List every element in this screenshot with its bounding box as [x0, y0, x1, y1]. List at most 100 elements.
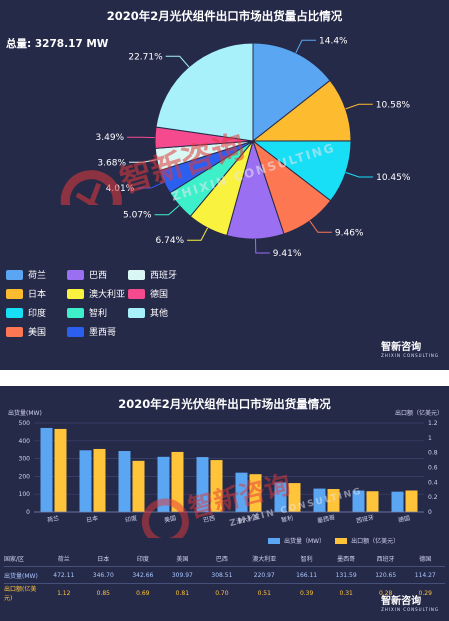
pie-chart-panel: 2020年2月光伏组件出口市场出货量占比情况 总量: 3278.17 MW 14…	[0, 0, 449, 370]
legend-label-ship: 出货量（MW）	[284, 538, 326, 545]
table-cell-shipment: 166.11	[286, 566, 327, 584]
table-cell-shipment: 342.66	[123, 566, 163, 584]
brand-sub-2: ZHIXIN CONSULTING	[381, 607, 439, 612]
legend-item-7[interactable]: 墨西哥	[67, 325, 116, 338]
legend-item-10[interactable]: 其他	[128, 306, 168, 319]
bar-shipment-1	[79, 450, 92, 512]
x-tick-label-6: 智利	[280, 514, 293, 524]
x-tick-label-0: 荷兰	[46, 514, 59, 524]
legend-item-6[interactable]: 智利	[67, 306, 107, 319]
legend-swatch	[128, 269, 145, 280]
table-row-amount: 出口额(亿美元) 1.12 0.85 0.69 0.81 0.70 0.51 0.39 0.31…	[4, 584, 445, 602]
pie-leader-8	[129, 159, 157, 163]
legend-item-3[interactable]: 美国	[6, 325, 46, 338]
table-cell-country: 印度	[123, 550, 163, 567]
bar-shipment-3	[157, 456, 170, 512]
legend-item-9[interactable]: 德国	[128, 287, 168, 300]
table-cell-amount: 0.69	[136, 589, 150, 597]
pie-data-label-8: 3.68%	[97, 158, 126, 168]
pie-data-label-1: 10.58%	[376, 100, 411, 110]
pie-leader-1	[345, 103, 373, 110]
pie-data-label-9: 3.49%	[96, 133, 125, 143]
pie-leader-7	[137, 181, 165, 189]
pie-leader-10	[165, 55, 190, 68]
bar-shipment-9	[391, 491, 404, 512]
table-cell-country: 澳大利亚	[241, 550, 287, 567]
x-tick-label-8: 西班牙	[355, 513, 374, 525]
pie-data-label-0: 14.4%	[319, 36, 348, 46]
bar-chart-title: 2020年2月光伏组件出口市场出货量情况	[118, 397, 331, 411]
brand-name: 智新咨询	[381, 342, 422, 353]
legend-item-1[interactable]: 日本	[6, 287, 46, 300]
legend-label: 日本	[28, 290, 47, 300]
pie-leader-5	[187, 227, 209, 241]
bar-shipment-8	[352, 490, 365, 512]
table-cell-country: 墨西哥	[326, 550, 366, 567]
y-right-tick-label: 0.4	[428, 479, 438, 486]
y-left-tick-label: 200	[19, 473, 31, 480]
bar-amount-3	[171, 451, 184, 512]
legend-swatch	[128, 288, 145, 299]
pie-data-label-6: 5.07%	[123, 211, 152, 221]
brand-logo-2: 智新咨询 ZHIXIN CONSULTING	[381, 592, 439, 612]
table-cell-amount: 1.12	[57, 589, 71, 597]
legend-swatch	[6, 326, 23, 337]
table-cell-country: 巴西	[202, 550, 242, 567]
bar-amount-6	[288, 483, 301, 512]
y-right-tick-label: 0.6	[428, 465, 438, 472]
bar-shipment-4	[196, 457, 209, 512]
y-right-tick-label: 0.2	[428, 494, 438, 501]
y-right-tick-label: 1	[428, 435, 432, 442]
legend-item-2[interactable]: 印度	[6, 306, 46, 319]
legend-label: 美国	[28, 328, 47, 338]
legend-swatch	[6, 307, 23, 318]
legend-label: 荷兰	[28, 271, 47, 281]
brand-name-2: 智新咨询	[381, 596, 422, 607]
table-cell-country: 美国	[162, 550, 203, 567]
x-tick-label-5: 澳大利亚	[236, 513, 261, 526]
x-tick-label-3: 美国	[163, 514, 176, 524]
bar-amount-9	[405, 490, 418, 512]
pie-leader-6	[154, 205, 180, 216]
legend-label: 印度	[28, 309, 47, 319]
bar-amount-2	[132, 460, 145, 512]
table-cell-shipment: 120.65	[365, 566, 406, 584]
table-row-label: 出口额(亿美元)	[4, 586, 37, 602]
bar-amount-4	[210, 460, 223, 512]
legend-item-0[interactable]: 荷兰	[6, 268, 46, 281]
bar-amount-8	[366, 491, 379, 512]
legend-item-8[interactable]: 西班牙	[128, 268, 177, 281]
y-left-tick-label: 500	[19, 420, 31, 427]
x-tick-label-4: 巴西	[203, 515, 216, 524]
legend-item-4[interactable]: 巴西	[67, 268, 107, 281]
bar-legend: 出货量（MW） 出口额（亿美元）	[268, 536, 399, 545]
y-left-tick-label: 100	[19, 491, 31, 498]
legend-swatch	[128, 307, 145, 318]
pie-data-label-4: 9.41%	[273, 249, 302, 259]
y-axis-right-name: 出口额（亿美元）	[394, 410, 443, 417]
table-cell-shipment: 472.11	[44, 566, 84, 584]
legend-swatch	[6, 269, 23, 280]
table-cell-country: 智利	[286, 550, 327, 567]
legend-item-5[interactable]: 澳大利亚	[67, 287, 125, 300]
table-cell-amount: 0.39	[299, 589, 314, 597]
bar-shipment-2	[118, 451, 131, 512]
table-cell-amount: 0.28	[379, 589, 393, 597]
table-cell-amount: 0.31	[339, 589, 353, 597]
pie-data-label-2: 10.45%	[376, 173, 411, 183]
table-cell-country: 西班牙	[365, 550, 406, 567]
table-cell-amount: 0.81	[175, 589, 190, 597]
table-cell-shipment: 131.59	[326, 566, 366, 584]
pie-data-label-5: 6.74%	[156, 236, 185, 246]
data-table: 国家/区 荷兰 日本 印度 美国 巴西 澳大利亚 智利 墨西哥 西班牙 德国 出货量(MW) 472.…	[4, 550, 445, 602]
table-cell-country: 日本	[83, 550, 124, 567]
table-row-header: 国家/区 荷兰 日本 印度 美国 巴西 澳大利亚 智利 墨西哥 西班牙 德国	[4, 550, 445, 567]
table-cell-shipment: 308.51	[202, 566, 242, 584]
legend-label: 西班牙	[150, 271, 178, 281]
bar-shipment-7	[313, 488, 326, 512]
legend-swatch-ship	[268, 537, 280, 544]
table-header-label: 国家/区	[4, 550, 44, 567]
legend-label: 巴西	[89, 271, 108, 281]
y-left-tick-label: 400	[19, 438, 31, 445]
bar-amount-1	[93, 448, 106, 512]
